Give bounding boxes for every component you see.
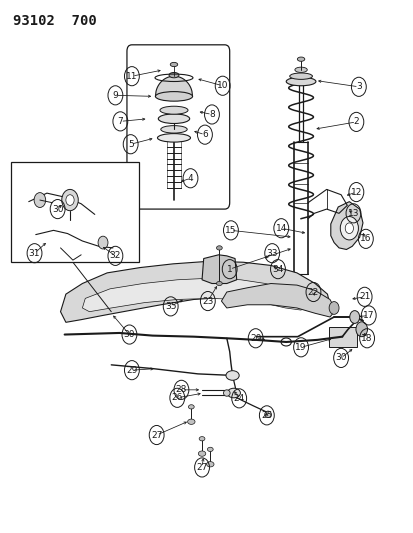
Ellipse shape [227,388,240,398]
Text: 33: 33 [266,249,277,258]
Ellipse shape [198,451,205,456]
Polygon shape [155,76,192,96]
Text: 6: 6 [202,130,207,139]
Text: 9: 9 [112,91,118,100]
Circle shape [349,311,359,324]
Text: 17: 17 [362,311,374,320]
FancyBboxPatch shape [127,45,229,209]
Text: 31: 31 [29,249,40,258]
Ellipse shape [223,390,230,396]
Ellipse shape [155,92,192,101]
Ellipse shape [206,462,214,467]
Circle shape [98,236,108,249]
Ellipse shape [216,281,222,286]
Text: 22: 22 [307,287,318,296]
Circle shape [344,223,353,233]
Text: 5: 5 [128,140,133,149]
Ellipse shape [294,67,306,72]
Text: 20: 20 [249,334,261,343]
Polygon shape [221,284,335,317]
Text: 2: 2 [353,117,358,126]
Text: 11: 11 [126,71,137,80]
Text: 12: 12 [350,188,361,197]
Text: 30: 30 [123,330,135,339]
Ellipse shape [158,114,189,124]
Circle shape [328,302,338,314]
Text: 27: 27 [151,431,162,440]
Text: 30: 30 [335,353,346,362]
FancyBboxPatch shape [11,163,139,262]
Text: 32: 32 [109,252,121,260]
Text: 8: 8 [209,110,214,119]
Ellipse shape [188,405,194,409]
Text: 10: 10 [216,81,228,90]
Text: 93102  700: 93102 700 [13,14,97,28]
Text: 24: 24 [233,394,244,403]
Ellipse shape [160,126,187,133]
Text: 18: 18 [361,334,372,343]
Polygon shape [202,255,236,284]
Circle shape [355,322,367,337]
Text: 19: 19 [294,343,306,352]
Text: 3: 3 [355,82,361,91]
Ellipse shape [187,419,195,424]
Polygon shape [330,201,362,249]
Ellipse shape [264,411,271,417]
Ellipse shape [157,134,190,142]
Text: 30: 30 [52,205,63,214]
Text: 34: 34 [272,265,283,273]
Polygon shape [60,261,329,322]
Text: 23: 23 [202,296,213,305]
Ellipse shape [170,62,177,67]
Text: 15: 15 [225,226,236,235]
Bar [328,327,356,348]
Text: 27: 27 [196,463,207,472]
Ellipse shape [285,77,315,86]
Ellipse shape [169,72,178,78]
Ellipse shape [159,106,188,114]
Text: 7: 7 [117,117,123,126]
Text: 25: 25 [261,411,272,420]
Circle shape [34,192,45,207]
Text: 16: 16 [359,235,371,244]
Polygon shape [82,278,306,312]
Circle shape [62,189,78,211]
Ellipse shape [225,370,239,380]
Ellipse shape [199,437,204,441]
Ellipse shape [207,447,213,451]
Ellipse shape [297,57,304,61]
Text: 28: 28 [175,385,187,394]
Text: 21: 21 [358,292,369,301]
Ellipse shape [289,73,312,79]
Text: 26: 26 [171,393,183,402]
Text: 29: 29 [126,366,137,375]
Text: 14: 14 [275,224,286,233]
Circle shape [66,195,74,205]
Circle shape [339,216,358,240]
Text: 35: 35 [164,302,176,311]
Ellipse shape [216,246,222,250]
Text: 4: 4 [187,174,193,183]
Text: 13: 13 [347,209,358,218]
Text: 1: 1 [226,265,232,273]
